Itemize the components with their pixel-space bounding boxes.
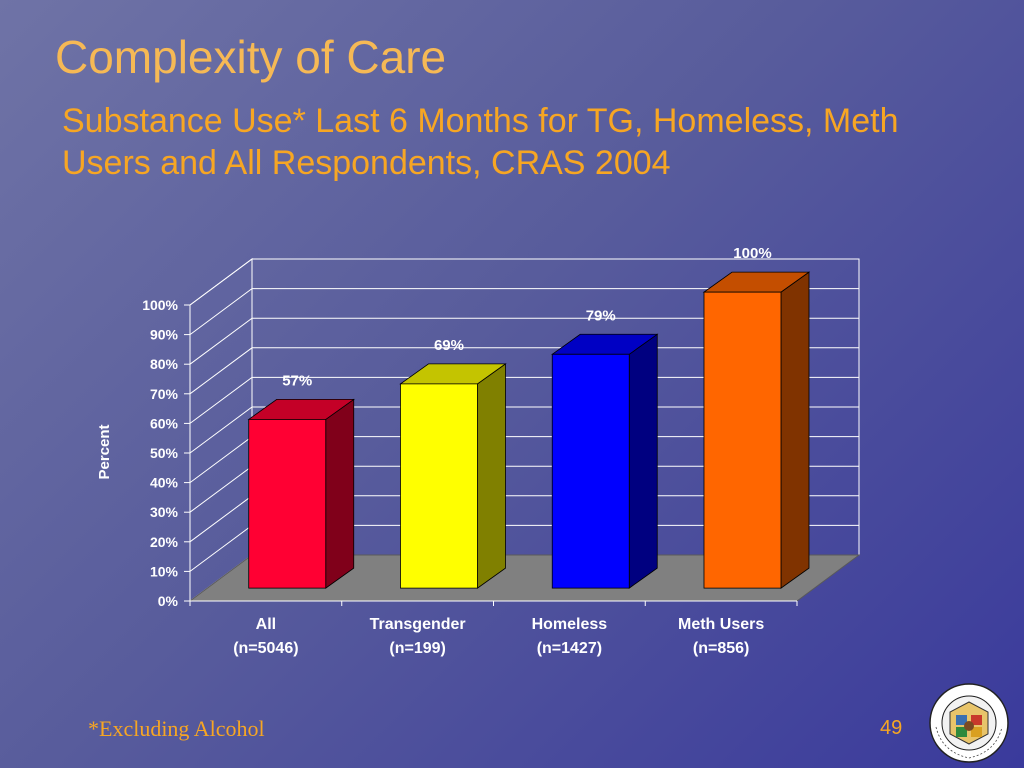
y-tick-label: 0% [158, 593, 179, 609]
bar-value-label: 79% [586, 307, 616, 324]
gridline [189, 288, 859, 336]
bar: 100% [702, 245, 811, 589]
bar-value-label: 69% [434, 337, 464, 354]
bar-front-face [703, 291, 782, 589]
slide-title: Complexity of Care [55, 31, 447, 83]
y-tick-label: 60% [150, 415, 179, 431]
x-axis: All (n=5046) Transgender (n=199) Homeless (n=… [189, 600, 798, 657]
y-axis: 0% 10% 20% 30% 40% 50% 60% 70% 80% 90% 100% [142, 297, 191, 609]
bar-value-label: 100% [733, 245, 771, 262]
x-category-label: Meth Users [678, 616, 764, 633]
y-tick-label: 20% [150, 534, 179, 550]
x-category-label: Homeless [532, 616, 608, 633]
bar: 79% [550, 307, 659, 589]
bar-side-face [325, 398, 355, 589]
x-category-label: Transgender [370, 616, 466, 633]
y-tick-label: 50% [150, 445, 179, 461]
slide-subtitle: Substance Use* Last 6 Months for TG, Hom… [62, 102, 899, 182]
bar-side-face [628, 333, 658, 589]
y-tick-label: 30% [150, 504, 179, 520]
x-category-sample-size: (n=199) [389, 640, 445, 657]
x-category-label: All [256, 616, 276, 633]
x-category-sample-size: (n=5046) [233, 640, 298, 657]
bar-value-label: 57% [282, 372, 312, 389]
bar-side-face [477, 363, 506, 589]
bar-front-face [551, 353, 630, 589]
y-tick-label: 90% [150, 327, 179, 343]
bar-side-face [780, 271, 810, 589]
slide-number: 49 [880, 717, 903, 739]
bar: 57% [247, 372, 355, 589]
x-category-sample-size: (n=856) [693, 640, 749, 657]
bar-front-face [400, 383, 478, 589]
y-tick-label: 40% [150, 475, 179, 491]
county-seal-logo [929, 683, 1009, 763]
bar: 69% [399, 337, 507, 589]
y-tick-label: 80% [150, 356, 179, 372]
chart-bars: 57% 69% 79% 100% [247, 245, 811, 589]
x-category-sample-size: (n=1427) [537, 640, 602, 657]
gridline [189, 258, 859, 306]
y-tick-label: 10% [150, 563, 179, 579]
footnote: *Excluding Alcohol [88, 716, 265, 741]
y-tick-label: 100% [142, 297, 178, 313]
y-tick-label: 70% [150, 386, 179, 402]
y-axis-title: Percent [96, 424, 113, 479]
gridline [189, 317, 859, 365]
bar-front-face [248, 418, 327, 589]
